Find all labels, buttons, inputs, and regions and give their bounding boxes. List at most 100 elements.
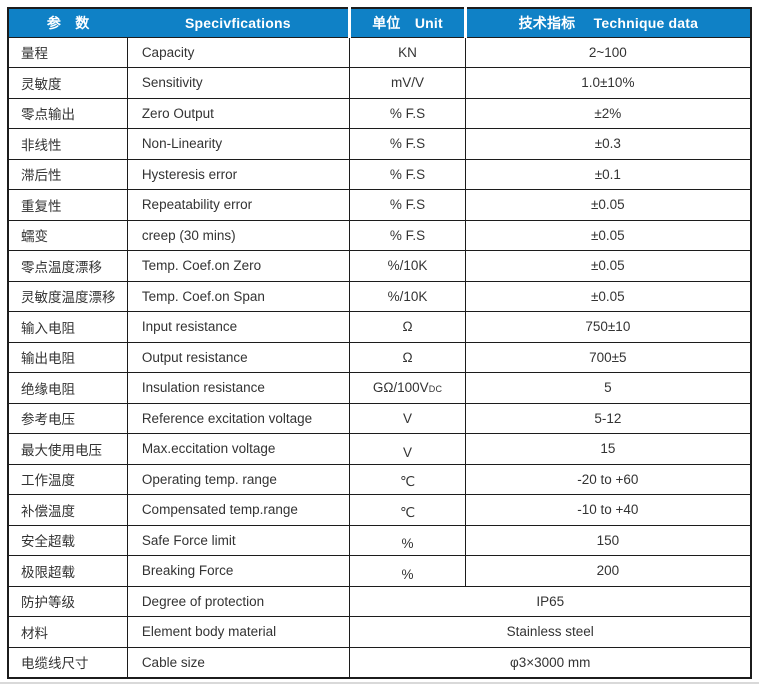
param-name-cn: 灵敏度温度漂移 [7,280,128,312]
spec-name-en: Cable size [126,646,351,678]
spec-name-en: Sensitivity [126,67,351,99]
table-row: 最大使用电压 Max.eccitation voltage V 15 [7,433,752,465]
value-cell: ±0.05 [464,250,752,282]
table-row: 量程 Capacity KN 2~100 [7,36,752,68]
param-name-cn: 量程 [7,36,128,68]
spec-name-en: Capacity [126,36,351,68]
param-name-cn: 输出电阻 [7,341,128,373]
unit-cell: % F.S [349,128,466,160]
value-cell: ±0.05 [464,280,752,312]
unit-cell: % [349,524,466,556]
unit-cell: V [349,433,466,465]
value-cell: ±0.05 [464,219,752,251]
unit-cell: ℃ [349,463,466,495]
value-cell: 200 [464,555,752,587]
param-name-cn: 灵敏度 [7,67,128,99]
value-cell: 5 [464,372,752,404]
value-cell: -10 to +40 [464,494,752,526]
value-cell: 700±5 [464,341,752,373]
unit-text: % F.S [389,136,426,152]
value-cell-merged: IP65 [349,585,752,617]
spec-name-en: creep (30 mins) [126,219,351,251]
table-row: 零点温度漂移 Temp. Coef.on Zero %/10K ±0.05 [7,250,752,282]
table-row: 输出电阻 Output resistance Ω 700±5 [7,341,752,373]
page-bottom-edge [0,682,759,684]
param-name-cn: 补偿温度 [7,494,128,526]
param-name-cn: 材料 [7,616,128,648]
unit-cell: V [349,402,466,434]
table-row: 非线性 Non-Linearity % F.S ±0.3 [7,128,752,160]
spec-name-en: Repeatability error [126,189,351,221]
spec-name-en: Breaking Force [126,555,351,587]
param-name-cn: 参考电压 [7,402,128,434]
unit-text: GΩ/100V [372,380,429,396]
unit-text: Ω [402,349,413,365]
header-row: 参 数 Specivfications 单位 Unit 技术指标 Techniq… [8,8,751,37]
table-row: 极限超载 Breaking Force % 200 [7,555,752,587]
value-cell: ±0.1 [464,158,752,190]
spec-name-en: Compensated temp.range [126,494,351,526]
param-name-cn: 零点温度漂移 [7,250,128,282]
unit-cell: % [349,555,466,587]
value-cell: ±0.3 [464,128,752,160]
header-parameter: 参 数 [8,8,128,37]
header-specifications: Specivfications [127,8,350,37]
table-row: 防护等级 Degree of protection IP65 [7,585,752,617]
spec-name-en: Operating temp. range [126,463,351,495]
unit-text: mV/V [391,75,425,91]
unit-text: % [401,536,414,551]
value-cell-merged: φ3×3000 mm [349,646,752,678]
unit-cell: %/10K [349,280,466,312]
spec-name-en: Non-Linearity [126,128,351,160]
param-name-cn: 非线性 [7,128,128,160]
spec-name-en: Element body material [126,616,351,648]
table-row: 参考电压 Reference excitation voltage V 5-12 [7,402,752,434]
param-name-cn: 安全超载 [7,524,128,556]
unit-cell: %/10K [349,250,466,282]
unit-text: %/10K [387,288,428,304]
specifications-table: 参 数 Specivfications 单位 Unit 技术指标 Techniq… [7,7,752,679]
param-name-cn: 重复性 [7,189,128,221]
unit-cell: ℃ [349,494,466,526]
spec-name-en: Hysteresis error [126,158,351,190]
unit-cell: KN [349,36,466,68]
value-cell: 150 [464,524,752,556]
unit-subscript: DC [428,384,443,395]
table-row: 输入电阻 Input resistance Ω 750±10 [7,311,752,343]
spec-name-en: Output resistance [126,341,351,373]
table-row: 蠕变 creep (30 mins) % F.S ±0.05 [7,219,752,251]
param-name-cn: 工作温度 [7,463,128,495]
table-body: 量程 Capacity KN 2~100 灵敏度 Sensitivity mV/… [7,36,752,678]
param-name-cn: 滞后性 [7,158,128,190]
unit-cell: Ω [349,311,466,343]
unit-text: % F.S [389,105,426,121]
spec-name-en: Reference excitation voltage [126,402,351,434]
param-name-cn: 极限超载 [7,555,128,587]
unit-cell: Ω [349,341,466,373]
unit-cell: % F.S [349,219,466,251]
unit-text: ℃ [399,504,416,520]
value-cell-merged: Stainless steel [349,616,752,648]
param-name-cn: 绝缘电阻 [7,372,128,404]
spec-name-en: Insulation resistance [126,372,351,404]
unit-text: KN [398,44,417,60]
param-name-cn: 零点输出 [7,97,128,129]
table-row: 灵敏度温度漂移 Temp. Coef.on Span %/10K ±0.05 [7,280,752,312]
unit-text: %/10K [387,258,428,274]
unit-text: V [403,410,413,426]
param-name-cn: 防护等级 [7,585,128,617]
unit-cell: % F.S [349,189,466,221]
unit-cell: mV/V [349,67,466,99]
param-name-cn: 最大使用电压 [7,433,128,465]
table-row: 绝缘电阻 Insulation resistance GΩ/100VDC 5 [7,372,752,404]
spec-name-en: Safe Force limit [126,524,351,556]
unit-text: % F.S [389,227,426,243]
table-row: 安全超载 Safe Force limit % 150 [7,524,752,556]
header-technique-data: 技术指标 Technique data [463,8,751,37]
unit-cell: % F.S [349,97,466,129]
value-cell: 15 [464,433,752,465]
value-cell: 750±10 [464,311,752,343]
spec-name-en: Zero Output [126,97,351,129]
unit-text: % F.S [389,197,426,213]
unit-text: ℃ [399,474,416,489]
